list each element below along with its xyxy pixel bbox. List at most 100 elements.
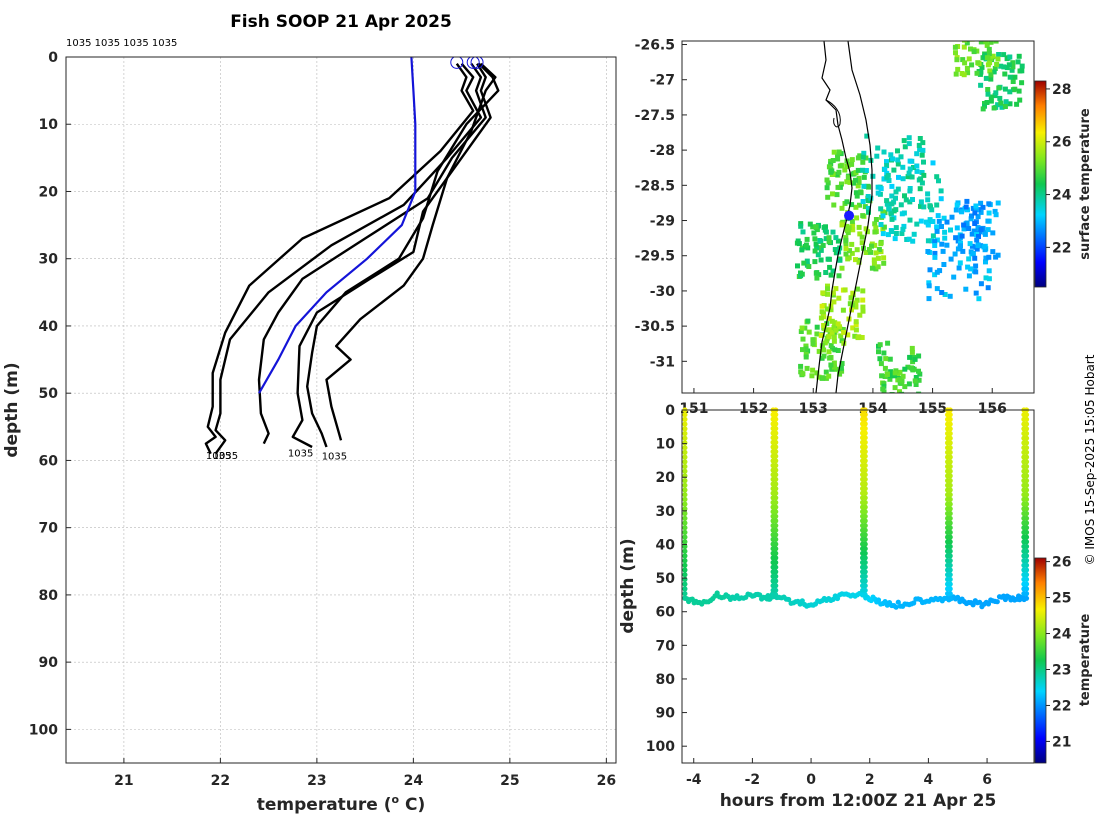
section-cast-point <box>1023 558 1030 564</box>
sst-cell <box>916 391 922 393</box>
sst-cell <box>954 202 960 208</box>
section-cast-point <box>947 506 953 512</box>
sst-cell <box>969 62 975 68</box>
sst-cell <box>919 180 925 186</box>
sst-cell <box>939 241 945 247</box>
profile-x-tick-label: 25 <box>500 773 519 789</box>
section-x-tick-label: -4 <box>686 772 702 788</box>
sst-cell <box>929 207 935 213</box>
sst-cell <box>939 290 945 295</box>
sst-cell <box>913 375 919 380</box>
sst-cell <box>893 207 899 213</box>
sst-cell <box>983 259 988 265</box>
sst-cell <box>983 75 989 81</box>
sst-cell <box>825 291 831 297</box>
sst-cell <box>833 327 839 333</box>
section-cast-point <box>1023 459 1030 465</box>
sst-cell <box>895 148 900 154</box>
temperature-colorbar-tick-label: 23 <box>1052 662 1071 678</box>
sst-cell <box>828 362 834 368</box>
sst-cell <box>889 229 895 234</box>
sst-cell <box>983 275 989 281</box>
profile-y-tick-label: 0 <box>48 50 58 66</box>
sst-cell <box>921 159 926 165</box>
section-cast-point <box>1023 534 1030 540</box>
section-cast-point <box>862 555 868 561</box>
section-cast-point <box>862 523 868 529</box>
sst-cell <box>803 242 809 248</box>
section-cast-point <box>682 421 688 427</box>
section-cast-point <box>773 412 779 418</box>
section-points <box>682 407 1030 610</box>
sst-cell <box>975 60 981 66</box>
sst-cell <box>838 333 844 339</box>
sst-cell <box>836 295 842 301</box>
section-cast-point <box>682 510 688 517</box>
section-y-tick-label: 80 <box>656 672 676 688</box>
section-bottom-point <box>893 604 899 610</box>
section-y-tick-label: 60 <box>656 605 676 621</box>
sst-cell <box>926 283 932 289</box>
section-cast-point <box>1023 416 1030 422</box>
section-x-tick-label: 0 <box>806 772 816 788</box>
sst-cell <box>985 31 990 36</box>
sst-cell <box>959 33 964 38</box>
section-cast-point <box>682 468 688 474</box>
sst-cell <box>855 183 861 189</box>
section-y-tick-label: 10 <box>656 437 676 453</box>
sst-cell <box>884 163 890 169</box>
sst-cell <box>1007 74 1013 80</box>
sst-cell <box>914 168 920 174</box>
section-cast-point <box>862 541 868 547</box>
sst-cell <box>837 371 843 377</box>
sst-cell <box>978 82 984 88</box>
sst-cell <box>828 158 834 164</box>
sst-cell <box>804 236 810 242</box>
sst-cell <box>826 373 832 379</box>
sst-cell <box>825 256 831 262</box>
sst-cell <box>882 166 888 172</box>
sst-cell <box>831 360 837 366</box>
sst-cell <box>930 233 936 239</box>
sst-cell <box>974 70 980 76</box>
sst-cell <box>866 209 871 215</box>
section-cast-point <box>947 426 953 432</box>
section-cast-point <box>1023 473 1030 479</box>
section-y-tick-label: 30 <box>656 504 676 520</box>
sst-cell <box>944 219 950 225</box>
sst-cell <box>888 369 894 375</box>
sst-cell <box>988 94 994 100</box>
sst-cell <box>860 297 866 303</box>
sst-cell <box>814 245 820 251</box>
sst-cell <box>949 214 955 220</box>
sst-cell <box>863 155 869 161</box>
sst-cell <box>986 17 991 22</box>
sst-cell <box>934 228 940 234</box>
sst-cell <box>845 230 851 236</box>
sst-cell <box>978 281 984 287</box>
sst-cell <box>993 41 999 44</box>
sst-cell <box>986 210 992 216</box>
profile-end-label: 1035 <box>288 448 313 459</box>
section-cast-point <box>682 595 688 601</box>
section-cast-point <box>862 439 868 445</box>
sst-cell <box>829 366 835 372</box>
sst-cell <box>856 175 862 181</box>
section-cast-point <box>1023 510 1030 517</box>
sst-cell <box>942 229 948 235</box>
sst-cell <box>845 332 851 338</box>
section-cast-point <box>1023 412 1030 418</box>
section-cast-point <box>947 430 953 437</box>
sst-cell <box>932 272 938 278</box>
sst-cell <box>800 229 806 235</box>
sst-cell <box>801 260 807 266</box>
sst-cell <box>951 274 957 280</box>
sst-cell <box>900 226 906 232</box>
sst-cell <box>849 161 855 167</box>
section-cast-point <box>947 586 953 592</box>
section-cast-point <box>773 569 779 575</box>
section-cast-point <box>1023 468 1030 474</box>
sst-cell <box>830 290 836 296</box>
section-cast-point <box>947 539 953 545</box>
profile-y-label: depth (m) <box>2 362 22 457</box>
